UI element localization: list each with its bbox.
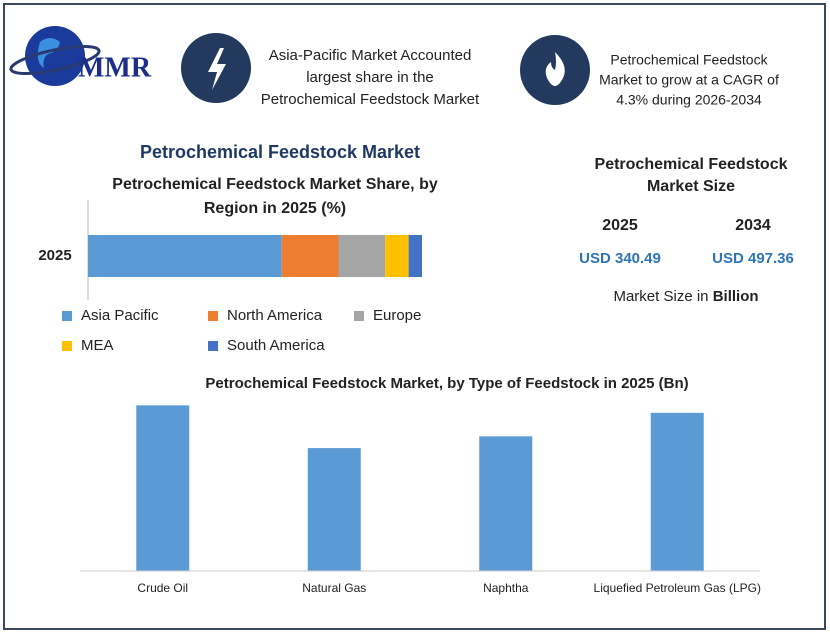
legend-label: Asia Pacific	[81, 307, 159, 324]
legend-label: MEA	[81, 337, 114, 354]
x-tick-label: Naphtha	[483, 581, 529, 595]
logo: MMR	[9, 26, 152, 86]
highlight-line: Petrochemical Feedstock Market	[261, 91, 480, 108]
legend-swatch	[208, 341, 218, 351]
legend-label: Europe	[373, 307, 421, 324]
highlight-line: Asia-Pacific Market Accounted	[269, 47, 472, 64]
logo-land	[37, 38, 60, 68]
legend-swatch	[354, 311, 364, 321]
size-value: USD 340.49	[579, 250, 661, 267]
category-label: 2025	[38, 247, 71, 264]
legend-label: South America	[227, 337, 325, 354]
bar	[650, 412, 704, 571]
x-tick-label: Crude Oil	[137, 581, 188, 595]
bar	[479, 436, 533, 571]
legend-swatch	[62, 311, 72, 321]
size-year: 2034	[735, 217, 771, 234]
bar-segment	[408, 235, 422, 277]
size-value: USD 497.36	[712, 250, 794, 267]
logo-orbit	[9, 44, 101, 76]
main-title: Petrochemical Feedstock Market	[140, 142, 420, 162]
flame-icon	[545, 52, 565, 86]
bar-segment	[88, 235, 282, 277]
logo-text: MMR	[78, 52, 152, 83]
chart-title: Petrochemical Feedstock Market Share, by	[112, 176, 438, 193]
bar	[136, 405, 190, 571]
x-tick-label: Natural Gas	[302, 581, 366, 595]
bolt-icon	[208, 48, 226, 90]
bar-segment	[385, 235, 409, 277]
size-title: Market Size	[647, 178, 735, 195]
bar	[307, 448, 361, 571]
size-unit-bold: Billion	[713, 288, 759, 305]
bar-segment	[338, 235, 386, 277]
highlight-line: Petrochemical Feedstock	[610, 52, 768, 68]
highlight-line: 4.3% during 2026-2034	[616, 92, 762, 108]
highlight-line: Market to grow at a CAGR of	[599, 72, 779, 88]
highlight-line: largest share in the	[306, 69, 434, 86]
logo-globe	[25, 26, 85, 86]
x-tick-label: Liquefied Petroleum Gas (LPG)	[594, 581, 761, 595]
chart-title: Region in 2025 (%)	[204, 200, 346, 217]
legend-label: North America	[227, 307, 323, 324]
size-year: 2025	[602, 217, 638, 234]
legend-swatch	[62, 341, 72, 351]
bar-segment	[281, 235, 339, 277]
size-title: Petrochemical Feedstock	[595, 156, 788, 173]
chart-title: Petrochemical Feedstock Market, by Type …	[205, 375, 688, 392]
size-unit-note: Market Size in	[613, 288, 708, 305]
size-unit: Market Size in Billion	[613, 288, 758, 305]
legend-swatch	[208, 311, 218, 321]
